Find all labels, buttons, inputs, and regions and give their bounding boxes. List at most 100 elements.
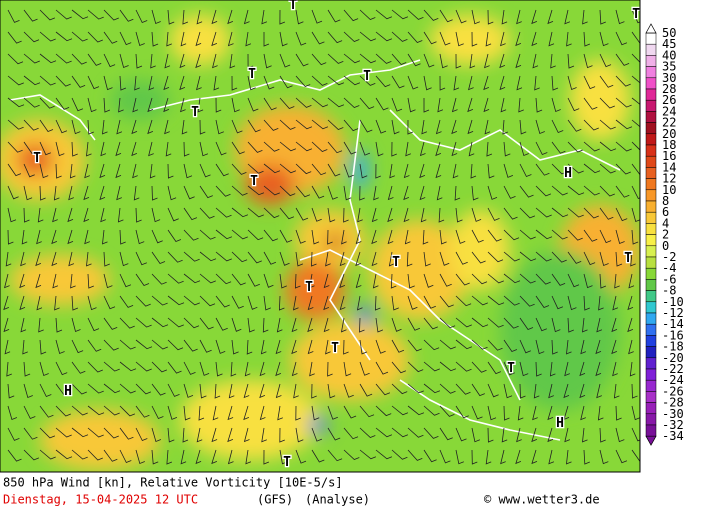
wind-barb [231, 185, 248, 196]
wind-barb [487, 405, 497, 421]
wind-barb [55, 361, 68, 376]
colorbar-label: -20 [662, 351, 684, 365]
pressure-center: T [331, 341, 339, 356]
wind-barb [55, 163, 62, 179]
wind-barb [7, 75, 24, 86]
wind-barb [583, 273, 593, 289]
wind-barb [278, 295, 285, 311]
colorbar-bin [645, 379, 657, 392]
wind-barbs [3, 9, 640, 465]
wind-barb [151, 251, 166, 264]
wind-barb [260, 339, 267, 355]
colorbar-label: 18 [662, 138, 676, 152]
wind-barb [279, 97, 295, 109]
wind-barb [247, 229, 264, 241]
wind-barb [535, 317, 547, 332]
wind-barb [327, 405, 338, 420]
wind-barb [423, 98, 430, 113]
wind-barb [375, 141, 384, 157]
wind-barb [487, 295, 505, 306]
wind-barb [439, 449, 451, 464]
wind-barb [279, 207, 295, 220]
wind-barb [275, 339, 282, 355]
wind-barb [19, 273, 26, 289]
wind-barb [371, 229, 378, 245]
wind-barb [151, 383, 166, 396]
wind-barb [71, 53, 87, 65]
wind-barb [325, 339, 331, 355]
wind-barb [551, 317, 561, 333]
wind-barb [39, 361, 49, 377]
wind-barb [167, 295, 185, 306]
wind-barb [102, 119, 108, 135]
wind-barb [135, 449, 145, 465]
wind-barb [391, 31, 408, 42]
colorbar-bin [645, 391, 657, 403]
wind-barb [247, 317, 255, 333]
wind-barb [343, 75, 361, 86]
wind-barb [487, 9, 494, 25]
wind-barb [263, 449, 270, 465]
wind-barb [119, 317, 135, 329]
wind-barb [151, 229, 163, 244]
wind-barb [487, 207, 500, 221]
colorbar-label: 26 [662, 93, 676, 107]
wind-barb [631, 119, 640, 128]
wind-barb [36, 295, 43, 311]
wind-barb [164, 119, 170, 135]
wind-barb [355, 251, 362, 267]
wind-barb [199, 339, 212, 353]
wind-barb [423, 295, 436, 309]
wind-barb [247, 53, 254, 69]
wind-barb [471, 427, 481, 443]
wind-barb [407, 449, 423, 461]
colorbar-label: -26 [662, 384, 684, 398]
wind-barb [247, 251, 262, 264]
wind-barb [103, 383, 121, 394]
wind-barb [503, 251, 520, 262]
wind-barb [133, 185, 140, 201]
wind-barb [615, 31, 628, 46]
wind-barb [599, 251, 609, 267]
wind-barb [519, 273, 536, 284]
wind-barb [87, 361, 103, 373]
wind-barb [548, 383, 554, 399]
wind-barb [615, 405, 622, 421]
wind-barb [279, 141, 297, 152]
wind-barb [71, 119, 81, 135]
wind-barb [375, 9, 393, 20]
wind-barb [134, 75, 140, 91]
wind-barb [103, 9, 119, 21]
wind-barb [311, 185, 325, 199]
wind-barb [503, 361, 515, 376]
field-blob [352, 150, 368, 190]
wind-barb [71, 75, 86, 88]
wind-barb [519, 295, 535, 307]
wind-barb [615, 185, 630, 198]
wind-barb [487, 427, 494, 443]
wind-barb [199, 207, 215, 219]
wind-barb [132, 97, 139, 113]
wind-barb [119, 339, 136, 350]
wind-barb [215, 185, 231, 197]
wind-barb [230, 361, 237, 377]
wind-barb [388, 251, 395, 267]
wind-barb [151, 185, 158, 201]
wind-barb [231, 251, 248, 263]
wind-barb [407, 53, 421, 67]
wind-barb [471, 9, 480, 25]
colorbar-bin [645, 111, 657, 123]
wind-barb [547, 9, 554, 25]
wind-barb [215, 141, 227, 156]
wind-barb [119, 229, 126, 245]
wind-barb [71, 449, 88, 460]
wind-barb [407, 31, 423, 43]
wind-barb [375, 405, 392, 417]
wind-barb [103, 31, 118, 44]
wind-barb [499, 75, 506, 91]
pressure-center: T [363, 69, 371, 84]
wind-barb [259, 405, 266, 421]
wind-barb [147, 97, 154, 113]
wind-barb [615, 207, 628, 222]
wind-barb [631, 31, 640, 44]
